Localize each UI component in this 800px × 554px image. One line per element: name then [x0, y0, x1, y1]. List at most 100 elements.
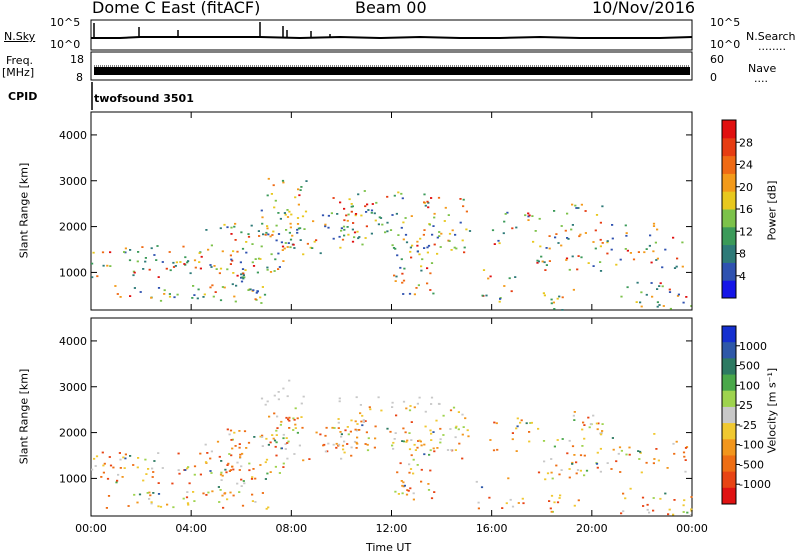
power-echo-cell	[133, 271, 136, 274]
velocity-echo-cell	[528, 440, 531, 443]
velocity-echo-cell	[401, 484, 404, 487]
power-echo-cell	[266, 266, 269, 269]
power-echo-cell	[150, 296, 153, 299]
power-echo-cell	[289, 246, 292, 249]
power-echo-cell	[202, 296, 205, 298]
velocity-echo-cell	[361, 414, 364, 417]
velocity-echo-cell	[267, 506, 270, 509]
power-echo-cell	[215, 268, 218, 270]
velocity-echo-cell	[683, 499, 686, 502]
velocity-echo-cell	[199, 473, 202, 476]
power-colorbar-swatch	[722, 209, 736, 228]
velocity-echo-cell	[178, 472, 181, 475]
velocity-echo-cell	[288, 419, 291, 422]
power-ytick-label: 1000	[59, 266, 87, 279]
power-echo-cell	[543, 261, 546, 264]
velocity-echo-cell	[238, 446, 241, 449]
power-colorbar-swatch	[722, 137, 736, 157]
power-echo-cell	[506, 211, 509, 214]
velocity-colorbar-tick-label: -25	[739, 419, 757, 432]
power-echo-cell	[223, 223, 226, 226]
velocity-echo-cell	[117, 473, 120, 476]
power-echo-cell	[174, 265, 177, 267]
velocity-echo-cell	[556, 501, 560, 504]
power-echo-cell	[640, 305, 643, 308]
power-echo-cell	[338, 235, 341, 238]
velocity-echo-cell	[243, 430, 247, 433]
velocity-echo-cell	[282, 433, 285, 436]
velocity-echo-cell	[182, 497, 185, 500]
power-echo-cell	[587, 262, 590, 264]
velocity-echo-cell	[652, 462, 655, 465]
velocity-echo-cell	[355, 396, 358, 399]
power-echo-cell	[468, 230, 472, 232]
velocity-echo-cell	[231, 465, 234, 468]
xtick-label: 00:00	[75, 522, 107, 535]
power-echo-cell	[330, 212, 333, 215]
power-colorbar-swatch	[722, 120, 736, 139]
power-echo-cell	[211, 284, 214, 287]
velocity-echo-cell	[585, 469, 589, 472]
velocity-colorbar-label: Velocity [m s⁻¹]	[765, 367, 779, 454]
velocity-echo-cell	[461, 457, 464, 460]
power-echo-cell	[661, 266, 664, 269]
velocity-echo-cell	[592, 414, 595, 417]
velocity-echo-cell	[588, 426, 591, 429]
power-echo-cell	[681, 265, 684, 268]
velocity-echo-cell	[571, 463, 574, 465]
power-echo-cell	[432, 292, 435, 295]
power-echo-cell	[346, 226, 349, 228]
power-echo-cell	[296, 217, 300, 219]
power-echo-cell	[676, 257, 679, 260]
velocity-echo-cell	[343, 440, 346, 443]
power-echo-cell	[91, 276, 94, 279]
velocity-echo-cell	[417, 440, 420, 442]
power-echo-cell	[234, 222, 237, 225]
power-echo-cell	[231, 283, 234, 286]
velocity-echo-cell	[261, 434, 264, 437]
velocity-echo-cell	[640, 471, 643, 474]
velocity-echo-cell	[202, 492, 205, 495]
velocity-echo-cell	[589, 423, 592, 425]
power-echo-cell	[209, 286, 212, 289]
power-echo-cell	[223, 286, 226, 289]
power-echo-cell	[619, 258, 622, 261]
velocity-echo-cell	[430, 497, 434, 500]
velocity-echo-cell	[230, 439, 233, 441]
velocity-echo-cell	[273, 394, 276, 397]
power-echo-cell	[242, 277, 245, 280]
velocity-echo-cell	[515, 427, 518, 430]
power-echo-cell	[304, 210, 308, 213]
power-echo-cell	[504, 213, 507, 215]
power-echo-cell	[203, 293, 206, 296]
power-echo-cell	[332, 237, 335, 240]
power-echo-cell	[443, 220, 446, 222]
power-echo-cell	[465, 210, 468, 213]
power-echo-cell	[393, 194, 396, 197]
velocity-echo-cell	[675, 440, 678, 443]
power-colorbar-label: Power [dB]	[765, 180, 779, 241]
power-echo-cell	[365, 225, 368, 228]
power-echo-cell	[396, 254, 399, 257]
power-echo-cell	[229, 254, 232, 257]
velocity-echo-cell	[228, 470, 231, 472]
velocity-colorbar-swatch	[722, 390, 736, 408]
velocity-echo-cell	[358, 429, 361, 431]
power-echo-cell	[255, 291, 258, 294]
noise-tick-left-high: 10^5	[50, 16, 81, 29]
power-echo-cell	[279, 217, 282, 220]
power-echo-cell	[420, 269, 423, 272]
velocity-echo-cell	[620, 512, 623, 515]
velocity-echo-cell	[412, 498, 415, 501]
velocity-colorbar-tick-label: 500	[739, 360, 760, 373]
velocity-echo-cell	[683, 455, 686, 458]
velocity-echo-cell	[528, 431, 531, 433]
velocity-echo-cell	[466, 429, 469, 432]
power-echo-cell	[123, 251, 126, 253]
power-echo-cell	[296, 228, 299, 231]
velocity-echo-cell	[268, 415, 271, 418]
velocity-echo-cell	[653, 433, 656, 435]
velocity-echo-cell	[228, 433, 231, 436]
power-echo-cell	[565, 257, 569, 260]
power-echo-cell	[394, 280, 397, 282]
